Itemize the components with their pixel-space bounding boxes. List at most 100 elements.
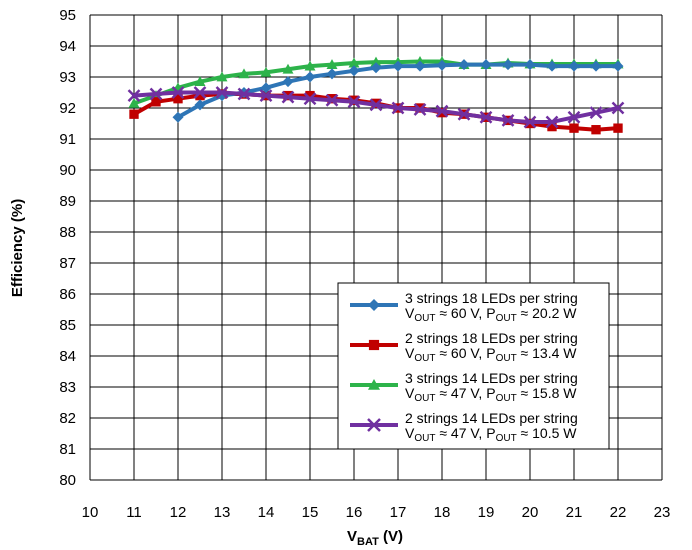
data-point [281, 90, 295, 104]
y-tick-labels: 80 81 82 83 84 85 86 87 88 89 90 91 92 93 94 95 [59, 7, 76, 489]
data-point [368, 339, 380, 351]
data-point [305, 90, 315, 101]
data-point [127, 89, 141, 102]
data-point [458, 59, 470, 71]
y-tick-label: 88 [59, 224, 76, 241]
x-tick-label: 11 [126, 504, 142, 521]
data-point [435, 104, 449, 118]
data-point [238, 68, 250, 79]
data-point [193, 86, 207, 99]
data-point [149, 87, 163, 101]
data-point [611, 101, 625, 115]
data-point [195, 90, 205, 101]
data-point [436, 59, 448, 71]
data-point [370, 62, 382, 74]
x-tick-label: 12 [170, 504, 187, 521]
data-point [304, 60, 316, 71]
legend-label-line2: VOUT ≈ 60 V, POUT ≈ 20.2 W [405, 305, 577, 324]
data-point [414, 60, 426, 72]
data-point [567, 110, 581, 124]
data-point [613, 123, 623, 133]
data-point [480, 59, 492, 71]
legend-label: 3 strings 14 LEDs per string [405, 370, 578, 386]
data-point [367, 418, 381, 432]
y-tick-label: 84 [59, 348, 76, 365]
x-tick-label: 23 [654, 504, 671, 521]
x-tick-label: 17 [390, 504, 407, 521]
data-point [370, 56, 382, 67]
data-point [590, 60, 602, 72]
data-point [215, 86, 229, 99]
data-point [303, 92, 317, 106]
y-tick-label: 94 [59, 38, 76, 55]
data-point [501, 114, 515, 127]
legend-label-line2: VOUT ≈ 60 V, POUT ≈ 13.4 W [405, 345, 577, 364]
y-tick-label: 83 [59, 379, 76, 396]
data-point [502, 59, 514, 71]
data-point [173, 94, 183, 104]
data-point [457, 107, 471, 121]
data-point [129, 109, 139, 119]
x-tick-label: 13 [214, 504, 231, 521]
data-point [259, 89, 273, 102]
y-tick-label: 89 [59, 193, 76, 210]
y-tick-label: 92 [59, 100, 76, 117]
data-point [413, 103, 427, 116]
legend-label-line2: VOUT ≈ 47 V, POUT ≈ 10.5 W [405, 425, 577, 444]
x-tick-label: 14 [258, 504, 275, 521]
data-point [326, 68, 338, 80]
data-point [569, 123, 579, 133]
legend-label-line2: VOUT ≈ 47 V, POUT ≈ 15.8 W [405, 385, 577, 404]
data-point [194, 76, 206, 87]
y-tick-label: 82 [59, 410, 76, 427]
data-point [216, 71, 228, 82]
data-point [194, 99, 206, 111]
data-point [391, 101, 405, 115]
data-point [545, 115, 559, 129]
data-point [326, 59, 338, 69]
data-point [260, 66, 272, 77]
data-point [524, 59, 536, 71]
data-point [369, 98, 383, 112]
x-tick-label: 15 [302, 504, 319, 521]
y-tick-label: 80 [59, 472, 76, 489]
x-tick-label: 19 [478, 504, 495, 521]
data-point [260, 82, 272, 94]
x-tick-labels: 10 11 12 13 14 15 16 17 18 19 20 21 22 23 [82, 504, 671, 521]
data-point [368, 299, 380, 311]
data-point [348, 57, 360, 68]
series-lines [127, 56, 625, 135]
data-point [392, 60, 404, 72]
data-point [282, 63, 294, 74]
data-point [151, 97, 161, 107]
data-point [128, 97, 140, 108]
y-tick-label: 81 [59, 441, 76, 458]
y-tick-label: 91 [59, 131, 76, 148]
data-point [347, 95, 361, 109]
y-tick-label: 87 [59, 255, 76, 272]
y-tick-label: 86 [59, 286, 76, 303]
x-tick-label: 22 [610, 504, 627, 521]
x-tick-label: 10 [82, 504, 99, 521]
data-point [368, 379, 380, 390]
legend-box [337, 282, 610, 450]
y-tick-label: 90 [59, 162, 76, 179]
data-point [547, 121, 557, 132]
data-point [523, 115, 537, 129]
legend-label: 2 strings 14 LEDs per string [405, 410, 578, 426]
data-point [282, 76, 294, 88]
x-tick-label: 18 [434, 504, 451, 521]
data-point [546, 60, 558, 72]
x-axis-title: VBAT (V) [347, 528, 403, 548]
data-point [568, 60, 580, 72]
data-point [612, 60, 624, 72]
data-point [348, 65, 360, 77]
data-point [479, 110, 493, 124]
x-tick-label: 16 [346, 504, 363, 521]
data-point [172, 111, 184, 123]
data-point [325, 93, 339, 107]
y-tick-label: 95 [59, 7, 76, 24]
y-tick-label: 85 [59, 317, 76, 334]
